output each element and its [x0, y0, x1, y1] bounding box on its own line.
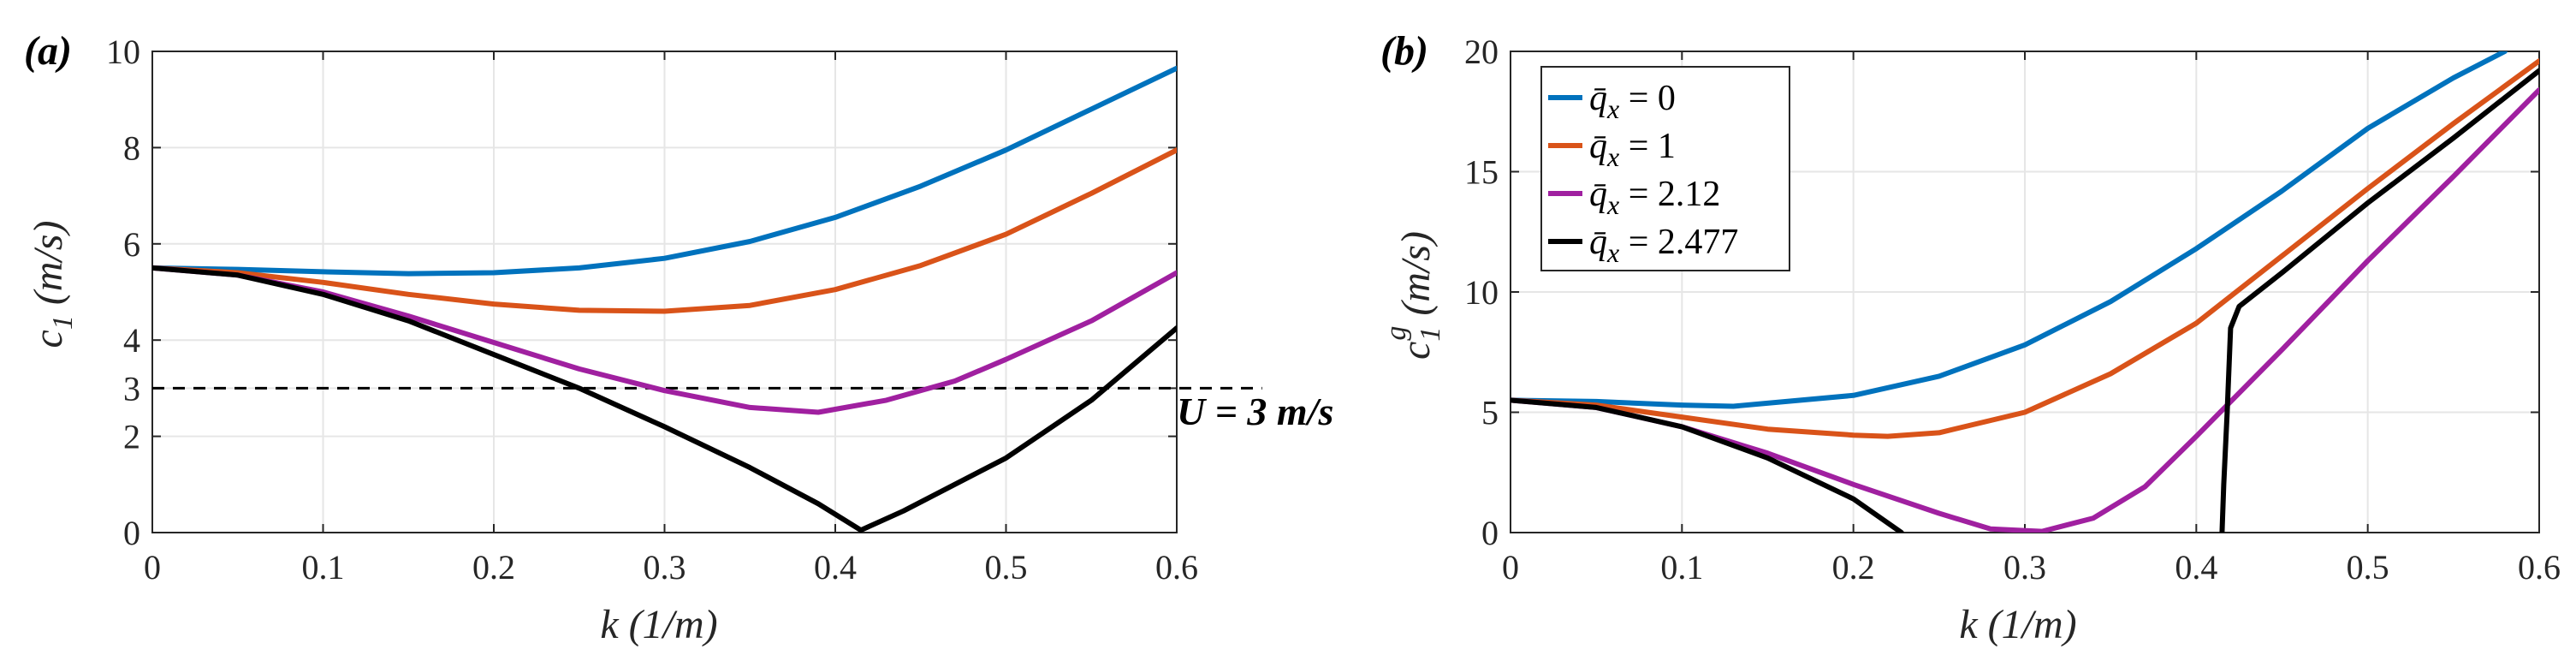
- panel-a-label: (a): [24, 28, 72, 74]
- reference-line-label: U = 3 m/s: [1177, 390, 1333, 433]
- panel-a-series-line-3: [152, 265, 1177, 533]
- panel-a-x-tick-label: 0.5: [985, 548, 1028, 587]
- panel-b-x-tick-label: 0.2: [1832, 548, 1875, 587]
- panel-a-x-tick-label: 0: [144, 548, 161, 587]
- panel-a-y-tick-label: 0: [123, 514, 140, 552]
- panel-a-ylabel: c1 (m/s): [26, 221, 79, 348]
- panel-a-y-tick-label: 3: [123, 369, 140, 408]
- panel-b-x-tick-label: 0.4: [2175, 548, 2217, 587]
- panel-a-y-tick-label: 6: [123, 225, 140, 264]
- panel-a-y-tick-label: 10: [106, 33, 140, 71]
- panel-b-y-tick-label: 15: [1464, 153, 1499, 192]
- panel-b-chart: (b) k (1/m) c1g (m/s) 0 0.1 0.2 0.3 0.4 0.5 0.…: [1380, 28, 2561, 647]
- panel-a-series-line-0: [152, 65, 1177, 277]
- panel-a-y-tick-label: 4: [123, 321, 140, 360]
- panel-a-x-tick-label: 0.6: [1155, 548, 1198, 587]
- panel-a-series-group: [152, 65, 1177, 533]
- panel-b-label: (b): [1380, 28, 1428, 74]
- panel-a-xlabel: k (1/m): [600, 602, 717, 647]
- panel-b-x-tick-label: 0.5: [2347, 548, 2389, 587]
- panel-b-x-tick-label: 0.6: [2518, 548, 2561, 587]
- panel-b-legend-entry-2: q̄x = 2.12: [1589, 175, 1720, 220]
- panel-b-legend-box: [1540, 66, 1790, 271]
- panel-a-y-tick-label: 8: [123, 128, 140, 167]
- panel-b-series-group: [1511, 51, 2539, 533]
- panel-b-x-tick-label: 0: [1502, 548, 1519, 587]
- panel-a-x-tick-label: 0.3: [644, 548, 686, 587]
- panel-b-legend-entry-0: q̄x = 0: [1589, 79, 1676, 124]
- panel-a-x-tick-label: 0.4: [814, 548, 857, 587]
- panel-a-series-line-2: [152, 265, 1177, 415]
- panel-b-x-tick-label: 0.3: [2003, 548, 2046, 587]
- panel-b-y-tick-label: 5: [1481, 394, 1499, 432]
- panel-b-y-tick-label: 0: [1481, 514, 1499, 552]
- panel-b-series-line-1: [1511, 58, 2539, 439]
- panel-a-y-tick-label: 2: [123, 418, 140, 456]
- panel-b-series-line-3-seg0: [1511, 397, 1904, 533]
- panel-b-xlabel: k (1/m): [1959, 602, 2076, 647]
- panel-a-chart: (a) U = 3 m/s k (1/m) c1 (m/s) 0 0.1 0.2 0.…: [24, 28, 1333, 647]
- panel-b-y-tick-label: 20: [1464, 33, 1499, 71]
- panel-b-ylabel: c1g (m/s): [1380, 231, 1446, 360]
- panel-a-x-tick-label: 0.2: [472, 548, 515, 587]
- panel-a-series-line-1: [152, 147, 1177, 314]
- panel-b-x-tick-label: 0.1: [1660, 548, 1703, 587]
- panel-b-series-line-0: [1511, 51, 2508, 409]
- panel-b-series-line-3-seg1: [2219, 68, 2539, 533]
- panel-b-y-tick-label: 10: [1464, 273, 1499, 312]
- panel-b-legend-entry-1: q̄x = 1: [1589, 127, 1676, 172]
- panel-a-x-tick-label: 0.1: [302, 548, 345, 587]
- panel-b-legend-entry-3: q̄x = 2.477: [1589, 223, 1738, 268]
